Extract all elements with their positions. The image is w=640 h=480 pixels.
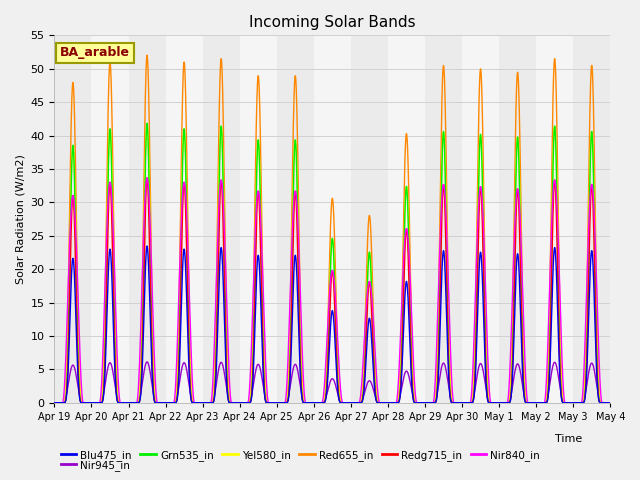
Bar: [351, 36, 388, 403]
Text: Time: Time: [555, 434, 582, 444]
Legend: Nir945_in: Nir945_in: [56, 456, 134, 475]
Text: BA_arable: BA_arable: [60, 47, 130, 60]
Y-axis label: Solar Radiation (W/m2): Solar Radiation (W/m2): [15, 154, 25, 284]
Bar: [425, 36, 462, 403]
Bar: [573, 36, 611, 403]
Title: Incoming Solar Bands: Incoming Solar Bands: [249, 15, 415, 30]
Bar: [129, 36, 166, 403]
Bar: [499, 36, 536, 403]
Bar: [203, 36, 240, 403]
Bar: [54, 36, 92, 403]
Legend: Blu475_in, Grn535_in, Yel580_in, Red655_in, Redg715_in, Nir840_in: Blu475_in, Grn535_in, Yel580_in, Red655_…: [56, 446, 545, 465]
Bar: [276, 36, 314, 403]
